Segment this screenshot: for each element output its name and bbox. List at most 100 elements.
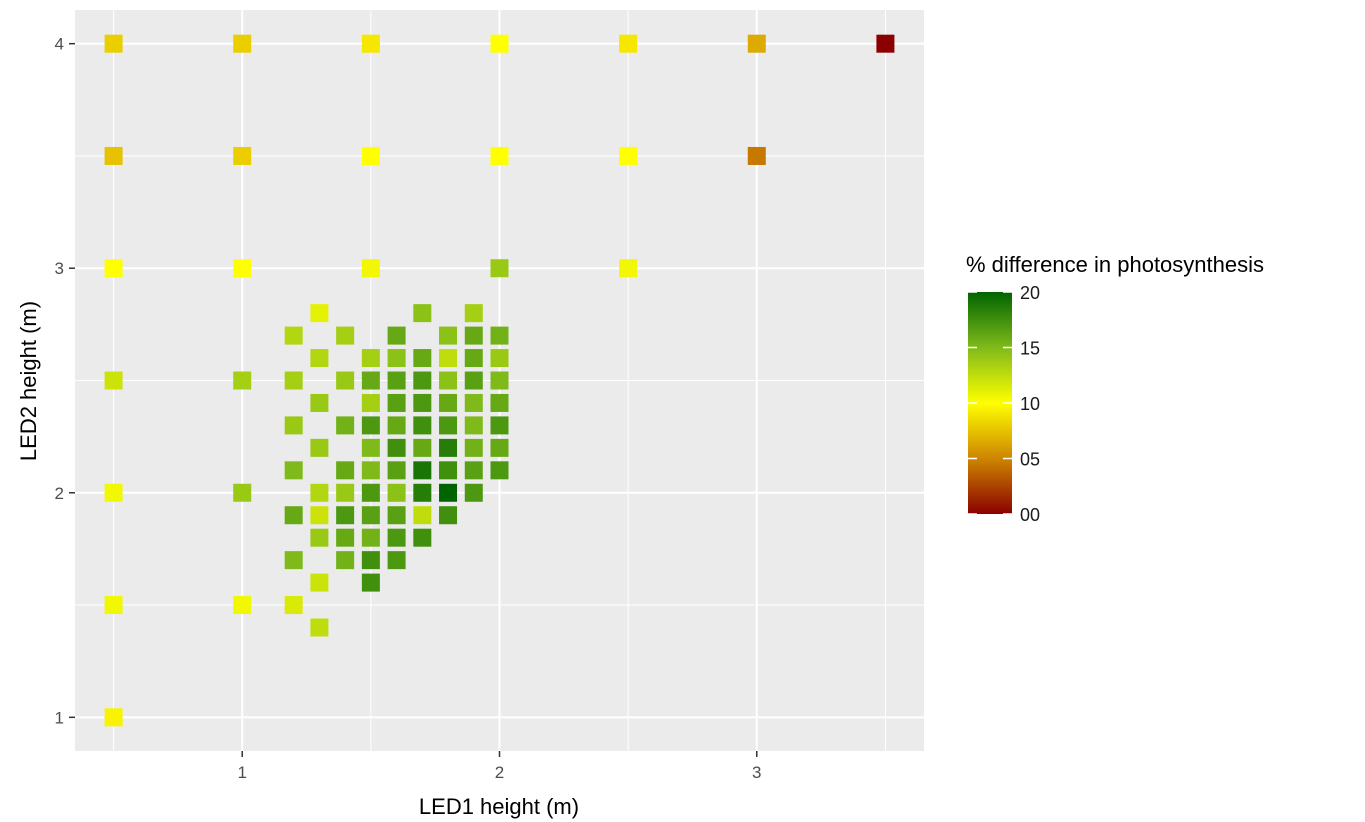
data-point: 1.4, 2.1: 16 [336,461,355,480]
data-point: 1.6, 1.9: 16.5 [387,506,406,525]
data-point: 1.6, 2.1: 16.5 [387,461,406,480]
data-point: 2, 2.6: 14 [490,349,509,368]
data-point: 1.6, 1.8: 17 [387,528,406,547]
x-tick-label: 2 [495,763,504,782]
data-point: 1, 3: 10 [233,259,252,278]
data-point: 0.5, 1.5: 10.5 [104,596,123,615]
data-point: 0.5, 1: 9.5 [104,708,123,727]
data-point: 1.5, 1.8: 15.5 [361,528,380,547]
x-tick-label: 3 [752,763,761,782]
data-point: 1.8, 1.9: 17.5 [439,506,458,525]
data-point: 3.5, 4: 0 [876,34,895,53]
legend-breaks: 00 05 10 15 20 [968,283,1040,525]
data-point: 2, 3.5: 10 [490,146,509,165]
data-point: 1.8, 2.1: 17.5 [439,461,458,480]
data-point: 1.6, 2: 14.5 [387,483,406,502]
y-tick-label: 3 [55,259,64,278]
legend-break-label: 05 [1020,450,1040,470]
data-point: 1.9, 2: 17 [464,483,483,502]
data-point: 1.3, 1.4: 12.5 [310,618,329,637]
data-point: 1.8, 2.3: 17 [439,416,458,435]
data-point: 1.3, 1.8: 14 [310,528,329,547]
data-point: 0.5, 3: 10 [104,259,123,278]
data-point: 1.5, 4: 9 [361,34,380,53]
data-point: 3, 3.5: 4.5 [747,146,766,165]
data-point: 3, 4: 6.5 [747,34,766,53]
y-axis: 1 2 3 4 [55,35,75,727]
data-point: 1, 1.5: 10.5 [233,596,252,615]
data-point: 1.7, 2.5: 17 [413,371,432,390]
data-point: 1.6, 2.2: 17.5 [387,438,406,457]
data-point: 2.5, 3: 10.5 [619,259,638,278]
data-point: 1, 3.5: 8 [233,146,252,165]
data-points: 0.5, 4: 8 1, 4: 8 1.5, 4: 9 2, 4: 10 2.5, 4:… [104,34,895,727]
data-point: 1.2, 1.7: 15 [284,551,303,570]
data-point: 1.7, 2.2: 16 [413,438,432,457]
data-point: 1.8, 2: 20 [439,483,458,502]
data-point: 2, 2.2: 16 [490,438,509,457]
data-point: 1.7, 2.8: 14.5 [413,304,432,323]
data-point: 1.6, 1.7: 17 [387,551,406,570]
data-point: 1.5, 2.5: 16 [361,371,380,390]
data-point: 1.3, 2.4: 14 [310,393,329,412]
data-point: 1.5, 1.6: 17.5 [361,573,380,592]
data-point: 1.4, 1.9: 17 [336,506,355,525]
data-point: 2.5, 3.5: 10 [619,146,638,165]
data-point: 1, 4: 8 [233,34,252,53]
data-point: 1, 2.5: 13.5 [233,371,252,390]
x-tick-label: 1 [237,763,246,782]
data-point: 1.5, 2.4: 13.5 [361,393,380,412]
legend-break-label: 00 [1020,505,1040,525]
x-axis-title: LED1 height (m) [419,794,579,819]
data-point: 2, 4: 10 [490,34,509,53]
data-point: 2, 2.1: 17 [490,461,509,480]
data-point: 1.3, 1.9: 12 [310,506,329,525]
data-point: 1.5, 2.2: 15 [361,438,380,457]
data-point: 1.9, 2.1: 16.5 [464,461,483,480]
data-point: 1.2, 2.3: 14 [284,416,303,435]
data-point: 1.3, 1.6: 12 [310,573,329,592]
data-point: 1.4, 2.7: 13.5 [336,326,355,345]
data-point: 1.5, 3.5: 10 [361,146,380,165]
data-point: 1.8, 2.4: 16 [439,393,458,412]
data-point: 1.3, 2.8: 11 [310,304,329,323]
data-point: 1.5, 1.7: 17.5 [361,551,380,570]
legend-break-label: 15 [1020,339,1040,359]
data-point: 1.4, 2: 14 [336,483,355,502]
data-point: 1.2, 2.5: 13.5 [284,371,303,390]
data-point: 1.8, 2.5: 14.5 [439,371,458,390]
data-point: 1.6, 2.6: 14.5 [387,349,406,368]
data-point: 1.8, 2.7: 14.5 [439,326,458,345]
y-axis-title: LED2 height (m) [16,301,41,461]
data-point: 1.6, 2.5: 16.5 [387,371,406,390]
data-point: 1.9, 2.7: 16 [464,326,483,345]
data-point: 2, 2.4: 16 [490,393,509,412]
data-point: 2, 3: 14 [490,259,509,278]
data-point: 0.5, 2: 10.5 [104,483,123,502]
data-point: 1.2, 2.1: 15 [284,461,303,480]
data-point: 1.9, 2.2: 15.5 [464,438,483,457]
data-point: 1.4, 1.7: 15.5 [336,551,355,570]
data-point: 1.7, 2.4: 17 [413,393,432,412]
y-tick-label: 1 [55,708,64,727]
data-point: 1.4, 1.8: 16 [336,528,355,547]
data-point: 1.9, 2.4: 15 [464,393,483,412]
y-tick-label: 2 [55,484,64,503]
legend-break-label: 10 [1020,394,1040,414]
data-point: 1.7, 2: 18.5 [413,483,432,502]
data-point: 1.3, 2: 13 [310,483,329,502]
data-point: 1.5, 2.3: 17 [361,416,380,435]
data-point: 1.9, 2.5: 16.5 [464,371,483,390]
data-point: 1.2, 1.5: 11.5 [284,596,303,615]
data-point: 2, 2.7: 15.5 [490,326,509,345]
legend-title: % difference in photosynthesis [966,252,1264,277]
data-point: 1.5, 2.1: 15 [361,461,380,480]
data-point: 1.9, 2.6: 16 [464,349,483,368]
data-point: 1.5, 2.6: 13.5 [361,349,380,368]
data-point: 1.9, 2.8: 13.5 [464,304,483,323]
data-point: 1.6, 2.4: 16.5 [387,393,406,412]
data-point: 1.7, 1.8: 17.5 [413,528,432,547]
data-point: 1.6, 2.7: 16 [387,326,406,345]
data-point: 1.7, 2.1: 19 [413,461,432,480]
